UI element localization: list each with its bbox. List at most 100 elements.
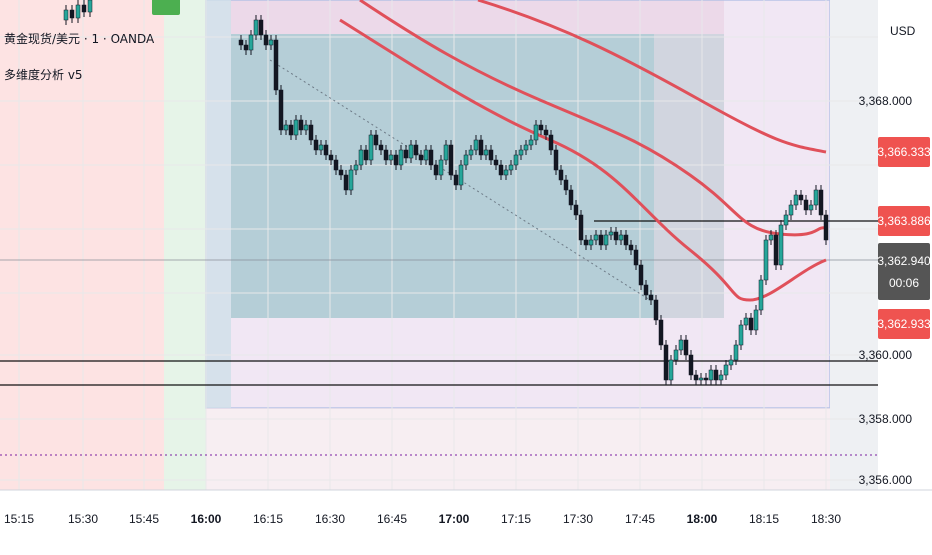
candle-body [238, 39, 244, 46]
candle-body [353, 164, 359, 171]
candle-body [673, 349, 679, 361]
candle-body [648, 294, 654, 301]
candle-body [738, 324, 744, 346]
candle-body [483, 149, 489, 156]
time-tick-label: 15:30 [67, 512, 99, 526]
candle-body [613, 231, 619, 241]
candle-body [443, 144, 449, 161]
candle-body [413, 144, 419, 156]
candle-body [553, 149, 559, 171]
ma-slow-line [477, 0, 827, 154]
candle-body [498, 164, 504, 176]
candle-body [788, 204, 794, 216]
price-tick-label: 3,358.000 [858, 412, 912, 426]
candle-body [593, 234, 599, 241]
candle-body [713, 369, 719, 381]
candle-body [488, 149, 494, 161]
zone-grey-right [830, 0, 878, 490]
candle-body [633, 249, 639, 266]
candle-body [728, 359, 734, 366]
candle-body [538, 124, 544, 131]
time-tick-label: 17:45 [624, 512, 656, 526]
candle-body [758, 279, 764, 311]
time-tick-label: 16:15 [252, 512, 284, 526]
price-tick-label: 3,356.000 [858, 473, 912, 487]
candle-body [75, 4, 81, 19]
candle-body [248, 34, 254, 51]
candle-body [528, 139, 534, 146]
candle-body [763, 239, 769, 281]
candle-body [458, 164, 464, 186]
ma-slow-price-box: 3,366.333 [877, 137, 931, 167]
candle-body [558, 169, 564, 181]
candle-body [773, 234, 779, 266]
candle-body [543, 129, 549, 136]
candle-body [288, 124, 294, 136]
candle-body [798, 194, 804, 201]
candle-body [258, 19, 264, 36]
candle-body [808, 204, 814, 211]
candle-body [663, 344, 669, 381]
candle-body [733, 344, 739, 361]
candle-body [333, 159, 339, 171]
candle-body [338, 169, 344, 176]
candle-body [468, 149, 474, 156]
candle-body [69, 9, 75, 19]
candle-body [578, 214, 584, 241]
candle-body [598, 234, 604, 246]
green-marker [152, 0, 180, 15]
candle-body [688, 354, 694, 376]
candle-body [668, 359, 674, 381]
candle-body [608, 231, 614, 236]
candle-body [398, 149, 404, 166]
candle-body [493, 159, 499, 166]
countdown-value: 00:06 [888, 275, 920, 290]
time-tick-label: 15:45 [128, 512, 160, 526]
ma-fast-price-box: 3,362.933 [877, 309, 931, 339]
candle-body [87, 0, 93, 13]
time-tick-label: 17:30 [562, 512, 594, 526]
time-tick-label: 16:00 [190, 512, 222, 526]
candle-body [523, 144, 529, 151]
candle-body [703, 377, 709, 381]
candle-body [428, 149, 434, 166]
candle-body [318, 144, 324, 151]
time-tick-label: 18:00 [686, 512, 718, 526]
candle-body [423, 149, 429, 161]
candle-body [478, 139, 484, 156]
indicator-name: 多维度分析 v5 [4, 68, 83, 82]
zone-red-left [0, 0, 164, 490]
candle-body [583, 239, 589, 246]
last-price-value: 3,362.940 [877, 253, 931, 268]
candle-body [793, 194, 799, 206]
candle-body [533, 124, 539, 141]
ma-fast-price-value: 3,362.933 [877, 317, 931, 331]
ma-mid-line [359, 0, 827, 237]
ma-mid-price-box: 3,363.886 [877, 206, 931, 236]
candle-body [518, 149, 524, 156]
candle-body [253, 19, 259, 36]
candle-body [548, 134, 554, 151]
currency-label[interactable]: USD [890, 24, 916, 38]
time-tick-label: 18:15 [748, 512, 780, 526]
candle-body [718, 374, 724, 381]
candle-body [743, 317, 749, 326]
candle-body [403, 149, 409, 159]
candle-body [683, 339, 689, 356]
candle-body [393, 154, 399, 166]
candle-body [453, 174, 459, 186]
candle-body [308, 124, 314, 141]
candle-body [298, 119, 304, 131]
candle-body [343, 174, 349, 191]
candle-body [653, 299, 659, 321]
candle-body [283, 124, 289, 131]
candle-body [618, 234, 624, 241]
candle-body [268, 39, 274, 46]
candle-body [383, 149, 389, 161]
candle-body [628, 244, 634, 251]
time-tick-label: 16:30 [314, 512, 346, 526]
candle-body [693, 374, 699, 381]
zone-green [164, 0, 206, 490]
